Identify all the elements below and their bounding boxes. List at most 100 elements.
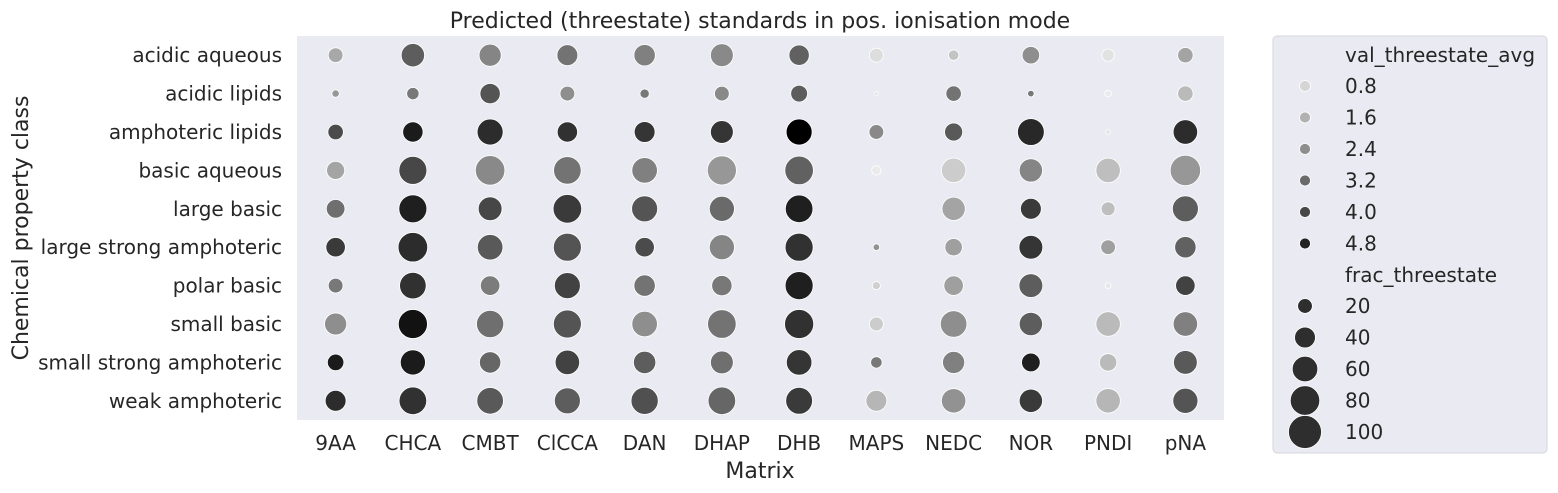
x-tick-dan: DAN [623,431,667,455]
point-cmbt-weak-amphoteric [476,387,504,415]
point-nedc-acidic-lipids [945,85,962,102]
point-dhap-small-basic [707,309,737,339]
legend-size-label-2: 60 [1345,357,1370,381]
point-cmbt-large-basic [477,196,503,222]
point-9aa-large-strong-amphoteric [325,237,346,258]
point-nedc-polar-basic [943,275,964,296]
point-nedc-large-basic [941,196,966,221]
point-9aa-small-basic [324,312,348,336]
point-9aa-acidic-aqueous [327,47,344,63]
point-cmbt-acidic-lipids [479,83,501,105]
legend-color-marker-1 [1299,111,1311,124]
point-nedc-large-strong-amphoteric [944,238,963,257]
point-cmbt-small-strong-amphoteric [479,351,502,374]
point-clcca-small-basic [552,309,582,339]
point-9aa-polar-basic [327,277,344,294]
point-chca-basic-aqueous [398,155,428,185]
point-pndi-amphoteric-lipids [1105,129,1111,135]
x-tick-cmbt: CMBT [462,431,520,455]
point-9aa-weak-amphoteric [324,389,347,412]
point-maps-polar-basic [871,281,881,291]
legend-color-label-5: 4.8 [1345,232,1377,256]
point-clcca-small-strong-amphoteric [554,349,581,376]
point-clcca-large-strong-amphoteric [552,232,582,262]
point-dan-small-strong-amphoteric [633,350,657,374]
y-tick-acidic-lipids: acidic lipids [165,82,282,106]
point-dhb-basic-aqueous [784,155,814,186]
point-maps-small-basic [868,316,884,332]
x-tick-clcca: ClCCA [537,431,598,455]
point-dan-small-basic [631,310,658,338]
point-nedc-acidic-aqueous [948,49,960,61]
point-clcca-weak-amphoteric [553,387,581,415]
point-dan-acidic-lipids [639,88,650,99]
x-tick-dhap: DHAP [694,431,750,455]
point-nor-large-basic [1020,197,1042,220]
y-tick-acidic-aqueous: acidic aqueous [132,43,282,67]
point-chca-small-strong-amphoteric [399,349,426,376]
point-dhap-large-strong-amphoteric [708,234,735,261]
legend-size-marker-0 [1297,298,1313,314]
point-pna-acidic-lipids [1177,85,1194,102]
point-dan-large-basic [631,195,659,223]
point-clcca-acidic-aqueous [556,44,579,67]
point-pna-small-strong-amphoteric [1173,350,1198,375]
legend-size-title: frac_threestate [1345,263,1497,287]
point-dan-basic-aqueous [631,157,658,184]
point-pna-large-basic [1171,195,1199,223]
point-maps-acidic-lipids [874,91,879,96]
point-nor-small-basic [1018,311,1043,337]
point-nor-polar-basic [1018,273,1044,298]
point-dhap-basic-aqueous [706,155,737,186]
y-axis-label: Chemical property class [9,96,34,361]
point-dhb-acidic-aqueous [788,44,810,66]
y-tick-large-strong-amphoteric: large strong amphoteric [41,235,282,259]
point-chca-acidic-lipids [406,87,420,101]
point-pna-weak-amphoteric [1172,387,1199,414]
y-tick-large-basic: large basic [173,197,282,221]
point-clcca-acidic-lipids [559,85,576,102]
x-tick-pna: pNA [1165,431,1207,455]
legend-entries: 0.8 1.6 2.4 3.2 4.0 4.8 20 40 60 80 100 [1288,74,1383,449]
y-tick-weak-amphoteric: weak amphoteric [109,389,282,413]
x-tick-nedc: NEDC [925,431,982,455]
legend-color-label-4: 4.0 [1345,200,1377,224]
point-cmbt-polar-basic [479,275,501,296]
point-nor-basic-aqueous [1018,158,1043,183]
data-points [324,43,1201,416]
point-maps-large-strong-amphoteric [872,243,881,251]
chart-title: Predicted (threestate) standards in pos.… [450,9,1070,34]
point-dhb-polar-basic [784,271,814,301]
point-nor-acidic-aqueous [1021,46,1041,65]
point-9aa-basic-aqueous [326,160,346,180]
legend-size-label-3: 80 [1345,389,1370,413]
point-cmbt-small-basic [476,309,505,339]
legend-size-marker-1 [1294,326,1316,349]
legend-size-label-1: 40 [1345,326,1370,350]
point-clcca-basic-aqueous [553,156,582,185]
point-pndi-weak-amphoteric [1095,388,1121,414]
point-dhap-acidic-lipids [714,85,730,102]
point-clcca-polar-basic [553,272,581,299]
point-cmbt-basic-aqueous [474,155,506,186]
point-dhb-acidic-lipids [790,84,808,103]
point-maps-amphoteric-lipids [868,124,885,140]
legend-color-marker-3 [1299,174,1311,187]
x-tick-9aa: 9AA [315,431,356,455]
point-pna-basic-aqueous [1169,154,1201,187]
y-tick-amphoteric-lipids: amphoteric lipids [109,120,282,144]
legend-color-title: val_threestate_avg [1345,43,1535,67]
point-dhb-large-strong-amphoteric [784,232,814,262]
point-cmbt-amphoteric-lipids [476,118,504,146]
point-pna-acidic-aqueous [1177,47,1194,64]
point-maps-weak-amphoteric [865,389,888,412]
point-chca-weak-amphoteric [398,386,428,416]
point-dan-weak-amphoteric [630,386,659,415]
point-maps-small-strong-amphoteric [870,356,883,369]
point-dhb-small-basic [784,309,815,339]
point-nedc-basic-aqueous [940,157,967,184]
legend-color-marker-2 [1299,143,1311,155]
point-dhb-small-strong-amphoteric [785,349,813,376]
y-tick-small-strong-amphoteric: small strong amphoteric [38,350,282,374]
point-pndi-large-basic [1100,201,1116,217]
